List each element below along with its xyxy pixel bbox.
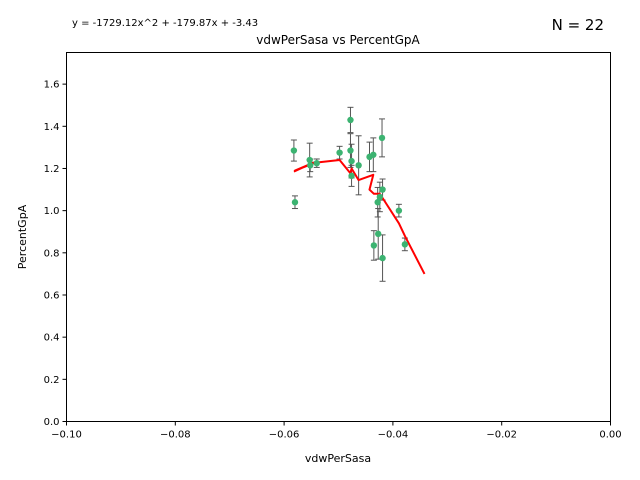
y-tick-label: 0.4 xyxy=(44,333,60,344)
data-point xyxy=(291,199,299,206)
data-point xyxy=(395,207,403,214)
y-tick-label: 0.8 xyxy=(44,248,60,259)
y-axis-label: PercentGpA xyxy=(16,204,29,269)
data-point xyxy=(348,157,355,165)
data-point xyxy=(376,193,384,201)
y-tick-label: 1.0 xyxy=(44,206,60,217)
plot-area xyxy=(290,106,426,282)
data-point xyxy=(347,116,354,124)
sample-count: N = 22 xyxy=(552,16,604,34)
fit-line xyxy=(293,159,426,275)
y-axis: 0.0 0.2 0.4 0.6 0.8 1.0 1.2 1.4 1.6 xyxy=(44,80,67,428)
data-point xyxy=(375,230,382,238)
data-point xyxy=(378,134,386,142)
x-tick-label: −0.10 xyxy=(51,430,82,441)
x-axis: −0.10 −0.08 −0.06 −0.04 −0.02 0.00 xyxy=(51,421,622,441)
data-point xyxy=(306,156,313,164)
data-point xyxy=(307,162,314,169)
y-tick-label: 0.6 xyxy=(44,290,60,301)
data-point xyxy=(336,149,343,156)
y-tick-label: 0.0 xyxy=(44,417,60,428)
chart-title: vdwPerSasa vs PercentGpA xyxy=(256,33,420,47)
y-tick-label: 0.2 xyxy=(44,375,60,386)
x-tick-label: −0.06 xyxy=(269,430,300,441)
y-tick-label: 1.6 xyxy=(44,80,60,91)
x-tick-label: 0.00 xyxy=(599,430,621,441)
data-point xyxy=(348,172,355,180)
data-point xyxy=(374,199,381,206)
data-point xyxy=(379,254,386,262)
data-point xyxy=(355,162,362,169)
x-tick-label: −0.04 xyxy=(378,430,409,441)
x-axis-label: vdwPerSasa xyxy=(305,452,371,465)
data-point xyxy=(313,160,320,167)
data-point xyxy=(290,147,298,154)
data-point xyxy=(370,151,377,158)
data-point xyxy=(347,147,354,154)
y-tick-label: 1.4 xyxy=(44,122,60,133)
data-point xyxy=(401,241,409,248)
y-tick-label: 1.2 xyxy=(44,164,60,175)
data-point xyxy=(379,186,386,193)
x-tick-label: −0.02 xyxy=(486,430,517,441)
x-tick-label: −0.08 xyxy=(160,430,191,441)
data-point xyxy=(370,242,378,249)
plot-frame xyxy=(66,52,611,422)
fit-equation: y = -1729.12x^2 + -179.87x + -3.43 xyxy=(72,18,258,29)
